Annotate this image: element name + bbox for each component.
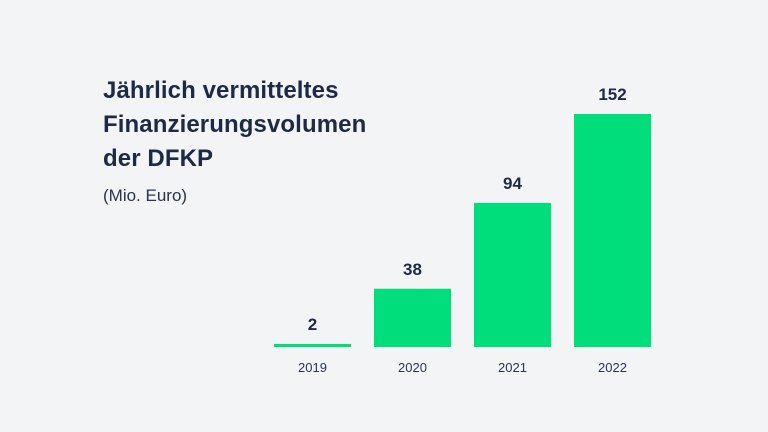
chart-title-block: Jährlich vermitteltes Finanzierungsvolum… <box>103 74 403 206</box>
bar-2021 <box>474 202 551 347</box>
chart-unit-subtitle: (Mio. Euro) <box>103 186 188 205</box>
bar-2022 <box>574 114 651 347</box>
chart-title-line-1: Jährlich vermitteltes <box>103 77 339 104</box>
x-tick-label-2019: 2019 <box>298 360 327 375</box>
data-label-2021: 94 <box>503 174 522 193</box>
bar-2019 <box>274 343 351 347</box>
bar-2020 <box>374 288 451 347</box>
data-label-2022: 152 <box>598 85 626 104</box>
data-label-2019: 2 <box>308 315 317 334</box>
x-tick-label-2022: 2022 <box>598 360 627 375</box>
x-tick-label-2021: 2021 <box>498 360 527 375</box>
data-label-2020: 38 <box>403 260 422 279</box>
x-tick-label-2020: 2020 <box>398 360 427 375</box>
chart-title-line-3: der DFKP <box>103 145 214 172</box>
chart-title-line-2: Finanzierungsvolumen <box>103 111 367 138</box>
